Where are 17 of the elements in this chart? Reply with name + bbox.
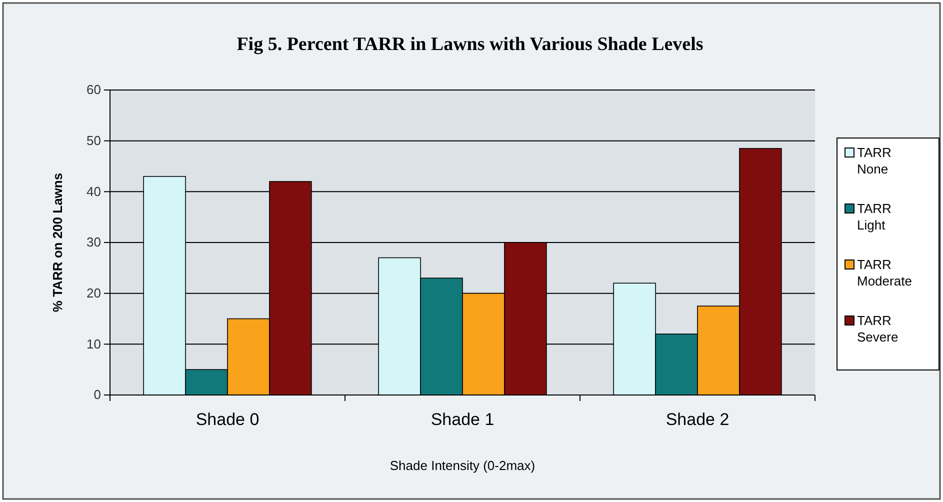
y-tick-label: 0 (94, 387, 101, 402)
legend-label: TARR Severe (857, 313, 898, 344)
y-tick-label: 30 (86, 234, 101, 250)
x-tick-label: Shade 1 (430, 410, 494, 430)
y-tick-label: 10 (86, 336, 101, 352)
y-tick-label: 40 (86, 184, 101, 199)
y-tick-label: 20 (86, 285, 101, 300)
legend-label: TARR None (857, 145, 892, 176)
x-axis-title: Shade Intensity (0-2max) (390, 458, 536, 473)
x-tick-label: Shade 2 (666, 410, 730, 430)
legend-label: TARR Moderate (857, 257, 912, 288)
y-axis-title: % TARR on 200 Lawns (50, 172, 65, 312)
x-tick-label: Shade 0 (196, 410, 260, 430)
y-tick-label: 50 (86, 132, 101, 148)
y-tick-label: 60 (86, 82, 101, 98)
legend-label: TARR Light (857, 201, 892, 232)
chart-title: Fig 5. Percent TARR in Lawns with Various Shade Levels (236, 34, 704, 55)
